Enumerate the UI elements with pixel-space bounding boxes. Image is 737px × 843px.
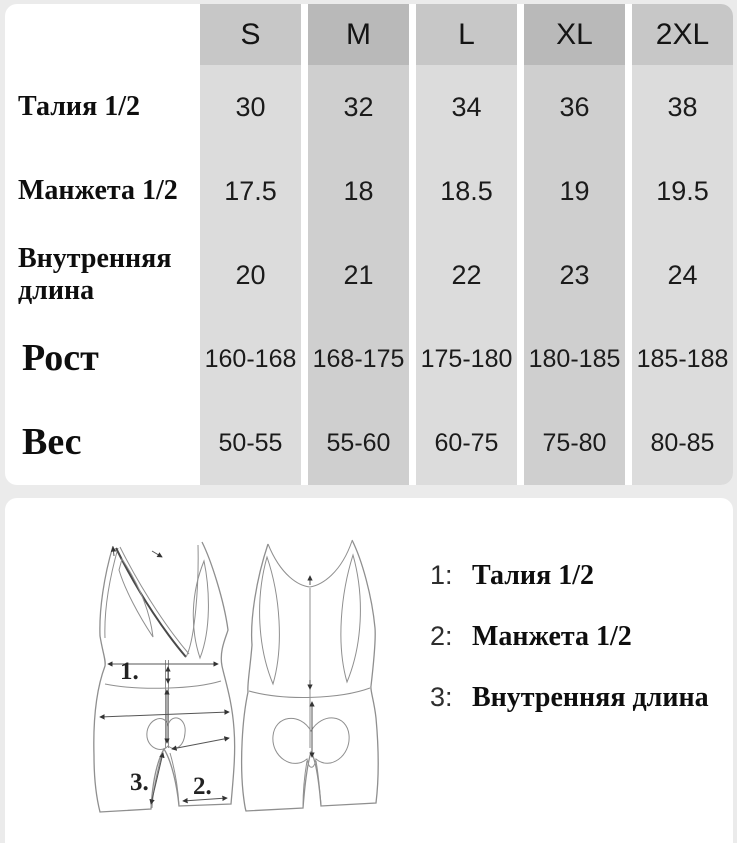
value-cell: 21 [308, 233, 409, 317]
diagram-marker-1: 1. [120, 658, 139, 685]
legend-label: Манжета 1/2 [472, 621, 632, 652]
value-cell: 160-168 [200, 317, 301, 401]
value-cell: 55-60 [308, 401, 409, 485]
value-cell: 18 [308, 149, 409, 233]
size-column-header-s: S [200, 4, 301, 65]
size-table-panel: S M L XL 2XL Талия 1/2 30 32 34 36 38 Ма… [5, 4, 733, 485]
value-cell: 180-185 [524, 317, 625, 401]
row-label-weight: Вес [22, 421, 82, 464]
value-cell: 19 [524, 149, 625, 233]
value-cell: 34 [416, 65, 517, 149]
value-cell: 168-175 [308, 317, 409, 401]
value-cell: 36 [524, 65, 625, 149]
row-label-waist: Талия 1/2 [18, 90, 140, 122]
legend-label: Талия 1/2 [472, 560, 594, 591]
size-column-header-l: L [416, 4, 517, 65]
value-cell: 19.5 [632, 149, 733, 233]
value-cell: 185-188 [632, 317, 733, 401]
row-label-height: Рост [22, 337, 99, 380]
value-cell: 22 [416, 233, 517, 317]
diagram-marker-3: 3. [130, 769, 149, 796]
bib-shorts-diagram-icon: 1. 3. 2. [93, 539, 379, 813]
value-cell: 30 [200, 65, 301, 149]
measurement-legend: 1: Талия 1/2 2: Манжета 1/2 3: Внутрення… [430, 560, 709, 714]
row-label-cuff: Манжета 1/2 [18, 174, 178, 206]
legend-item-cuff: 2: Манжета 1/2 [430, 621, 709, 653]
diagram-marker-2: 2. [193, 773, 212, 800]
value-cell: 17.5 [200, 149, 301, 233]
value-cell: 23 [524, 233, 625, 317]
legend-number: 1: [430, 560, 453, 590]
bib-back-view [240, 539, 379, 812]
bib-front-view: 1. 3. 2. [93, 541, 236, 813]
size-column-header-2xl: 2XL [632, 4, 733, 65]
legend-number: 2: [430, 621, 453, 651]
legend-item-inner-length: 3: Внутренняя длина [430, 682, 709, 714]
value-cell: 60-75 [416, 401, 517, 485]
size-column-header-xl: XL [524, 4, 625, 65]
value-cell: 24 [632, 233, 733, 317]
value-cell: 18.5 [416, 149, 517, 233]
value-cell: 175-180 [416, 317, 517, 401]
value-cell: 75-80 [524, 401, 625, 485]
size-column-header-m: M [308, 4, 409, 65]
measurement-diagram-panel: 1. 3. 2. [5, 498, 733, 843]
table-corner-cell [5, 4, 193, 65]
legend-label: Внутренняя длина [472, 682, 709, 713]
value-cell: 20 [200, 233, 301, 317]
legend-item-waist: 1: Талия 1/2 [430, 560, 709, 592]
value-cell: 50-55 [200, 401, 301, 485]
value-cell: 32 [308, 65, 409, 149]
legend-number: 3: [430, 682, 453, 712]
value-cell: 80-85 [632, 401, 733, 485]
row-label-inner-length: Внутренняя длина [18, 242, 172, 306]
size-table: S M L XL 2XL Талия 1/2 30 32 34 36 38 Ма… [5, 4, 733, 485]
value-cell: 38 [632, 65, 733, 149]
